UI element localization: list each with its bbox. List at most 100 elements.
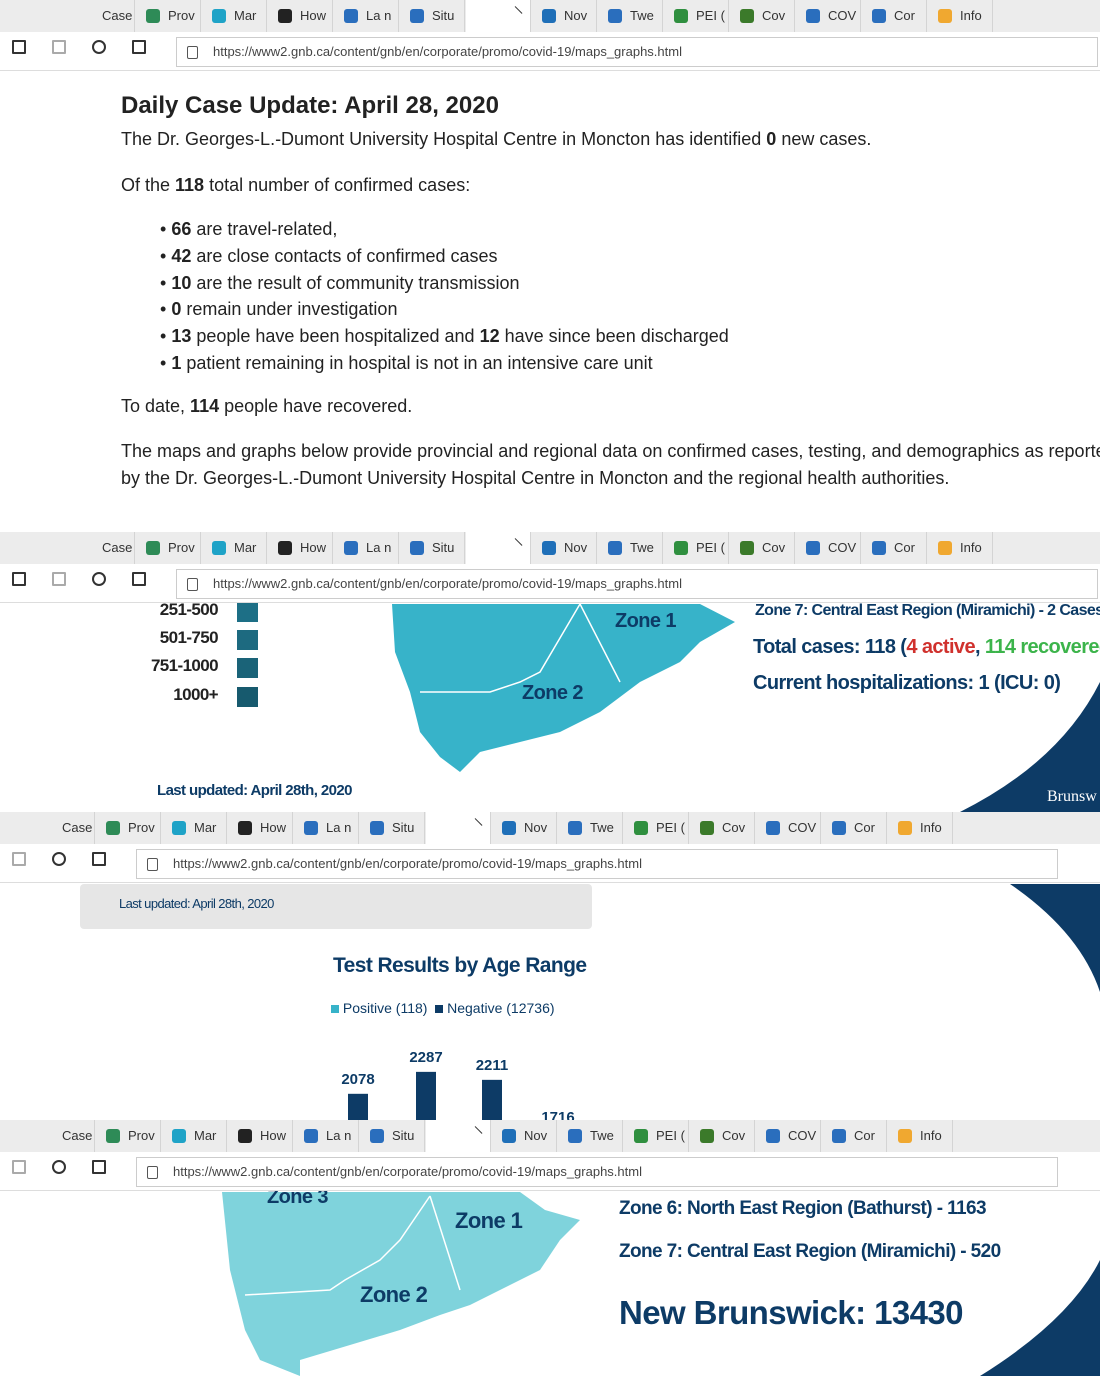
tab[interactable]: How [268, 0, 333, 32]
tab[interactable]: Case [96, 0, 135, 32]
tab-icon [832, 821, 846, 835]
tab[interactable]: How [268, 532, 333, 564]
text: are travel-related, [191, 219, 338, 239]
legend-label: 1000+ [173, 685, 218, 704]
nav-button[interactable] [132, 572, 146, 586]
tab[interactable]: How [228, 1120, 293, 1152]
tab-label: Nov [524, 1128, 548, 1143]
nav-button[interactable] [52, 1160, 66, 1174]
nav-button[interactable] [52, 852, 66, 866]
tab[interactable]: Cov [690, 1120, 755, 1152]
nav-button[interactable] [12, 1160, 26, 1174]
tab-label: Cor [894, 540, 915, 555]
tab[interactable]: Nov [492, 812, 557, 844]
tab-label: La n [326, 820, 352, 835]
url-field[interactable]: https://www2.gnb.ca/content/gnb/en/corpo… [136, 1157, 1058, 1187]
url-text: https://www2.gnb.ca/content/gnb/en/corpo… [173, 1164, 642, 1179]
tab[interactable]: Prov [136, 0, 201, 32]
tab-icon [278, 541, 292, 555]
tab-icon [212, 9, 226, 23]
active-tab [466, 532, 531, 564]
tab[interactable]: Twe [558, 812, 623, 844]
tab[interactable]: How [228, 812, 293, 844]
tab[interactable]: Situ [400, 0, 465, 32]
tab-icon [410, 9, 424, 23]
tab[interactable]: Mar [162, 1120, 227, 1152]
tab[interactable]: Info [928, 0, 993, 32]
tab-label: COV [788, 820, 817, 835]
total-cases: Total cases: 118 (4 active, 114 recovere… [753, 636, 1100, 659]
tab[interactable]: Info [928, 532, 993, 564]
nav-button[interactable] [92, 852, 106, 866]
tab[interactable]: PEI ( [624, 812, 689, 844]
nav-button[interactable] [52, 572, 66, 586]
tab[interactable]: Info [888, 812, 953, 844]
tab[interactable]: Case [56, 812, 95, 844]
url-field[interactable]: https://www2.gnb.ca/content/gnb/en/corpo… [136, 849, 1058, 879]
tab[interactable]: Cor [862, 0, 927, 32]
active-tab [426, 812, 491, 844]
tab-label: Cov [722, 1128, 746, 1143]
close-icon [467, 1126, 483, 1141]
tab[interactable]: PEI ( [624, 1120, 689, 1152]
tab[interactable]: Cov [730, 532, 795, 564]
tab[interactable]: Nov [532, 0, 597, 32]
tab[interactable]: COV [756, 1120, 821, 1152]
zone-label: Zone 1 [455, 1208, 523, 1233]
tab[interactable]: Twe [598, 532, 663, 564]
tab[interactable]: La n [334, 0, 399, 32]
tab[interactable]: Prov [96, 812, 161, 844]
tab-label: How [260, 1128, 287, 1143]
nav-button[interactable] [92, 1160, 106, 1174]
chart-graphic: 2078 2287 2211 1716 [80, 884, 1100, 1120]
nav-button[interactable] [92, 40, 106, 54]
tab[interactable]: PEI ( [664, 0, 729, 32]
tab[interactable]: PEI ( [664, 532, 729, 564]
tab[interactable]: COV [756, 812, 821, 844]
text-run: 4 active [906, 636, 975, 658]
tab[interactable]: Mar [202, 0, 267, 32]
tab[interactable]: Mar [202, 532, 267, 564]
address-bar: https://www2.gnb.ca/content/gnb/en/corpo… [0, 564, 1100, 603]
tab-bar: Case Prov Mar How La n Situ Nov Twe PEI ( Cov COV C… [0, 1120, 1100, 1153]
tab[interactable]: Cov [730, 0, 795, 32]
tab[interactable]: Nov [532, 532, 597, 564]
tab[interactable]: Prov [96, 1120, 161, 1152]
tab[interactable]: Case [56, 1120, 95, 1152]
tab[interactable]: La n [294, 812, 359, 844]
nav-button[interactable] [12, 572, 26, 586]
tab[interactable]: Cor [822, 812, 887, 844]
tab[interactable]: Case [96, 532, 135, 564]
tab[interactable]: Cov [690, 812, 755, 844]
tab[interactable]: La n [334, 532, 399, 564]
tab-icon [608, 541, 622, 555]
nav-button[interactable] [12, 852, 26, 866]
nav-button[interactable] [132, 40, 146, 54]
tab[interactable]: Situ [360, 812, 425, 844]
text: are the result of community transmission [191, 273, 520, 293]
tab[interactable]: Cor [862, 532, 927, 564]
tab[interactable]: COV [796, 0, 861, 32]
nav-button[interactable] [52, 40, 66, 54]
tab-label: Nov [564, 540, 588, 555]
text: The Dr. Georges-L.-Dumont University Hos… [121, 129, 767, 149]
tab[interactable]: Situ [360, 1120, 425, 1152]
tab[interactable]: COV [796, 532, 861, 564]
tab[interactable]: Prov [136, 532, 201, 564]
tab[interactable]: Twe [598, 0, 663, 32]
tab-icon [740, 541, 754, 555]
tab[interactable]: Mar [162, 812, 227, 844]
nav-button[interactable] [92, 572, 106, 586]
tab[interactable]: Info [888, 1120, 953, 1152]
tab[interactable]: Twe [558, 1120, 623, 1152]
tab[interactable]: Nov [492, 1120, 557, 1152]
tab[interactable]: Situ [400, 532, 465, 564]
nav-button[interactable] [12, 40, 26, 54]
tab[interactable]: La n [294, 1120, 359, 1152]
close-icon [507, 538, 523, 553]
tab-icon [634, 821, 648, 835]
tab[interactable]: Cor [822, 1120, 887, 1152]
legend-swatch [237, 658, 258, 678]
url-field[interactable]: https://www2.gnb.ca/content/gnb/en/corpo… [176, 569, 1098, 599]
url-field[interactable]: https://www2.gnb.ca/content/gnb/en/corpo… [176, 37, 1098, 67]
